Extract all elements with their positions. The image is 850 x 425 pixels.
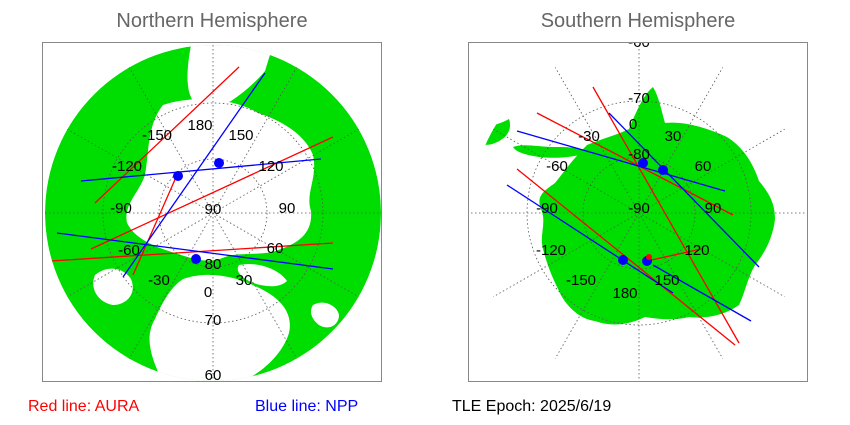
antarctic-peninsula <box>513 145 587 158</box>
npp-position-marker-3 <box>191 254 201 264</box>
north-lon-30-label: 30 <box>236 272 253 289</box>
south-lat-m80-label: -80 <box>628 146 650 163</box>
north-polar-map: 180 -150 150 -120 120 -90 90 90 -60 60 8… <box>42 42 382 383</box>
south-lon-120-label: 120 <box>684 242 709 259</box>
npp-position-marker-1 <box>173 171 183 181</box>
north-lon-m60-label: -60 <box>118 242 140 259</box>
north-lon-m150-label: -150 <box>142 127 172 144</box>
north-lat-70-label: 70 <box>205 312 222 329</box>
npp-south-marker-2 <box>658 165 668 175</box>
north-lon-150-label: 150 <box>228 127 253 144</box>
south-lon-m60-label: -60 <box>546 158 568 175</box>
north-hemisphere-title: Northern Hemisphere <box>116 10 308 32</box>
npp-tracks-south <box>506 112 760 322</box>
south-lon-90-label: 90 <box>705 200 722 217</box>
south-lon-m90-label: -90 <box>536 200 558 217</box>
npp-legend: Blue line: NPP <box>255 398 359 415</box>
south-lon-0-label: 0 <box>629 116 637 133</box>
baltic-sea <box>311 302 339 328</box>
north-lon-90-label: 90 <box>279 200 296 217</box>
north-lat-60-label: 60 <box>205 367 222 383</box>
south-lon-30-label: 30 <box>665 128 682 145</box>
north-lon-60-label: 60 <box>267 240 284 257</box>
npp-south-marker-1 <box>638 158 648 168</box>
npp-tracks-north <box>56 72 334 278</box>
npp-position-marker-2 <box>214 158 224 168</box>
south-grid <box>471 45 807 381</box>
greenland-sea <box>237 263 287 287</box>
north-lon-m30-label: -30 <box>148 272 170 289</box>
north-lon-m90-label: -90 <box>110 200 132 217</box>
hudson-bay <box>93 268 133 305</box>
north-lon-0-label: 0 <box>204 284 212 301</box>
tle-epoch-label: TLE Epoch: 2025/6/19 <box>452 398 612 415</box>
south-hemisphere-title: Southern Hemisphere <box>540 10 736 32</box>
south-lat-m70-label: -70 <box>628 90 650 107</box>
north-lon-m120-label: -120 <box>112 158 142 175</box>
south-lat-m60-label: -60 <box>628 43 650 51</box>
south-map-svg: -60 -70 -30 0 30 -80 -60 60 -90 -90 90 -… <box>471 43 807 381</box>
npp-south-marker-3 <box>618 255 628 265</box>
south-lon-60-label: 60 <box>695 158 712 175</box>
north-lon-180-label: 180 <box>187 117 212 134</box>
north-lon-120-label: 120 <box>258 158 283 175</box>
south-lat-m90-label: -90 <box>628 200 650 217</box>
south-polar-map: -60 -70 -30 0 30 -80 -60 60 -90 -90 90 -… <box>468 42 808 382</box>
north-map-svg: 180 -150 150 -120 120 -90 90 90 -60 60 8… <box>45 45 381 383</box>
south-lon-180-label: 180 <box>612 285 637 302</box>
aura-south-marker <box>646 254 652 260</box>
antarctica-land <box>539 87 775 325</box>
aura-tracks-north <box>50 66 334 276</box>
arctic-ocean <box>126 99 315 261</box>
north-grid <box>45 45 381 381</box>
north-lat-90-label: 90 <box>205 201 222 218</box>
south-lon-m150-label: -150 <box>566 272 596 289</box>
south-lon-m30-label: -30 <box>578 128 600 145</box>
north-lat-80-label: 80 <box>205 256 222 273</box>
south-lon-150-label: 150 <box>654 272 679 289</box>
aura-legend: Red line: AURA <box>28 398 140 415</box>
north-atlantic-ocean <box>149 274 290 381</box>
south-lon-m120-label: -120 <box>536 242 566 259</box>
